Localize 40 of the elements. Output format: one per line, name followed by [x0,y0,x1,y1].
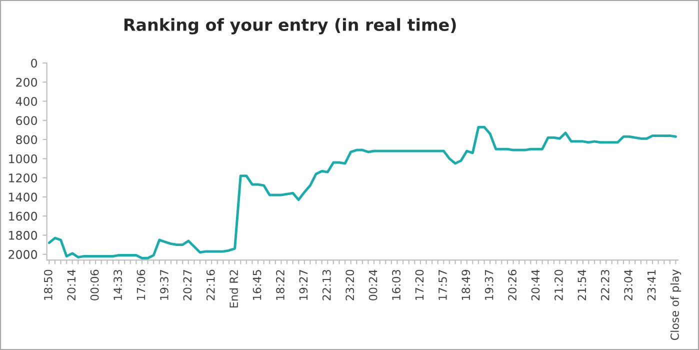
x-tick-label: 22:16 [206,270,215,300]
x-tick-label: 18:22 [276,270,284,300]
x-tick-label: 19:37 [160,270,168,300]
x-tick-label: 14:33 [114,270,122,300]
x-tick-label: 23:20 [346,270,354,300]
x-tick-label: 00:24 [368,270,378,300]
y-tick-label: 1600 [9,212,38,221]
y-tick-label: 2000 [8,250,38,259]
x-tick-label: 23:41 [647,270,656,300]
x-tick-label: 16:03 [392,270,400,300]
y-tick-label: 1400 [9,192,38,202]
x-tick-label: 20:26 [508,270,516,300]
y-tick-label: 0 [31,58,38,68]
chart-title: Ranking of your entry (in real time) [124,18,456,34]
y-tick-label: 400 [16,96,38,106]
x-tick-label: 00:06 [90,270,99,300]
x-tick-label: 22:23 [600,270,610,300]
x-tick-label: 20:14 [67,270,76,300]
x-tick-label: 17:57 [438,270,447,300]
x-tick-label: 16:45 [252,270,262,300]
x-tick-label: 19:37 [484,270,494,300]
y-tick-label: 1800 [9,230,38,240]
x-tick-label: 20:27 [183,270,192,300]
x-tick-label: 17:06 [136,270,146,300]
x-tick-label: 17:20 [415,270,424,300]
y-tick-label: 200 [16,78,38,87]
y-tick-label: 600 [16,116,38,126]
x-tick-label: 21:20 [554,270,563,300]
x-tick-label: 21:54 [578,270,586,300]
x-tick-label: End R2 [229,270,238,308]
x-tick-label: 22:13 [322,270,331,300]
x-tick-label: 18:49 [462,270,470,300]
y-tick-label: 1200 [9,174,38,182]
y-tick-label: 800 [16,135,38,144]
x-tick-label: 19:27 [299,270,308,300]
y-tick-label: 1000 [9,154,38,164]
x-tick-label: 18:50 [44,270,52,300]
x-tick-label: 20:44 [531,270,540,300]
x-tick-label: 23:04 [624,270,633,300]
x-tick-label: Close of play [670,269,682,340]
